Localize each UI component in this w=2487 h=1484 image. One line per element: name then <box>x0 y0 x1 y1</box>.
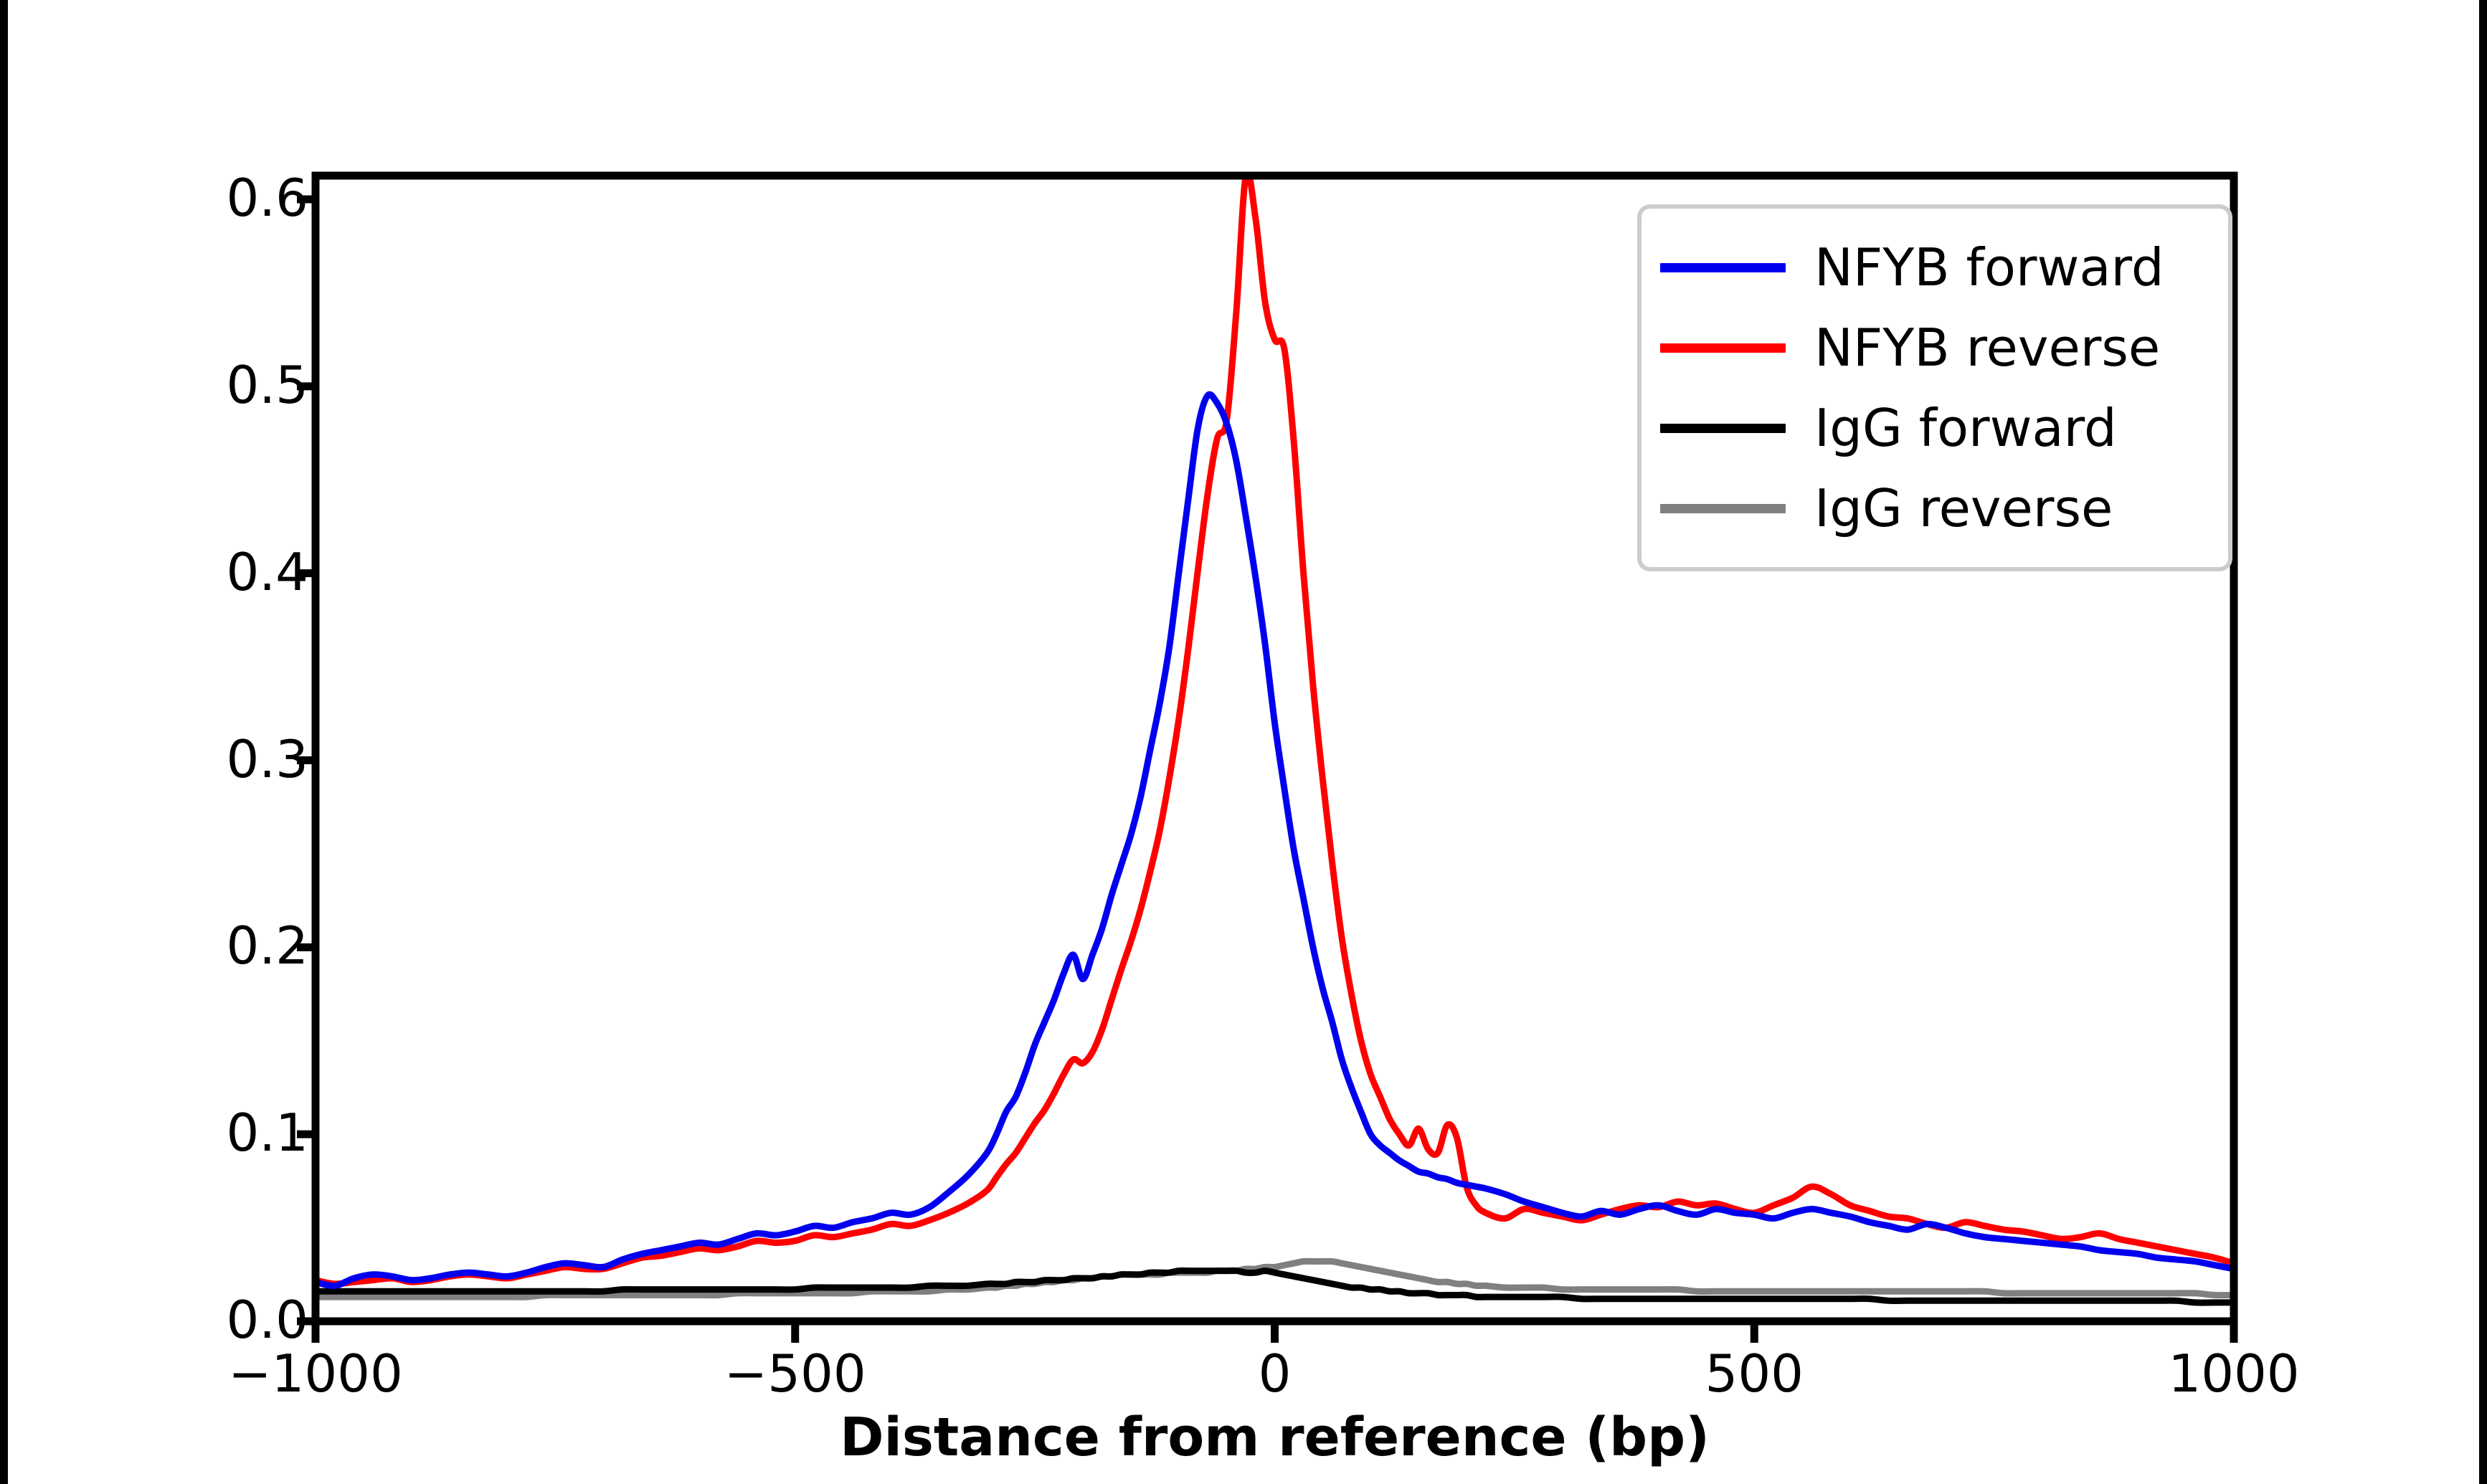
x-tick-label-0: −1000 <box>228 1343 403 1404</box>
x-tick-label-4: 1000 <box>2168 1343 2300 1404</box>
plot-frame <box>311 171 2238 1326</box>
y-tick-label-4: 0.4 <box>226 541 308 602</box>
legend-item-3[interactable]: IgG reverse <box>1660 468 2204 548</box>
curve-nfyb-reverse <box>316 173 2234 1288</box>
legend-swatch-1 <box>1660 343 1786 353</box>
legend-swatch-0 <box>1660 262 1786 272</box>
y-tick-label-1: 0.1 <box>226 1103 308 1164</box>
x-tick-label-2: 0 <box>1258 1343 1292 1404</box>
legend-label-1: NFYB reverse <box>1814 318 2161 378</box>
legend-label-2: IgG forward <box>1814 398 2117 458</box>
x-axis-title: Distance from reference (bp) <box>840 1407 1710 1468</box>
curve-igg-reverse <box>316 1257 2234 1300</box>
legend-item-2[interactable]: IgG forward <box>1660 388 2204 468</box>
legend-swatch-2 <box>1660 423 1786 433</box>
right-edge-band <box>2479 0 2487 1484</box>
y-tick-label-6: 0.6 <box>226 168 308 228</box>
legend-swatch-3 <box>1660 503 1786 513</box>
legend-item-1[interactable]: NFYB reverse <box>1660 308 2204 388</box>
data-curves <box>316 173 2234 1306</box>
curve-igg-forward <box>316 1267 2234 1306</box>
chart-legend[interactable]: NFYB forward NFYB reverse IgG forward IgG r… <box>1637 204 2232 571</box>
left-edge-band <box>0 0 8 1484</box>
y-tick-label-2: 0.2 <box>226 915 308 976</box>
x-tick-label-3: 500 <box>1705 1343 1804 1404</box>
x-tick-label-1: −500 <box>724 1343 866 1404</box>
curve-nfyb-forward <box>316 391 2234 1290</box>
y-tick-label-0: 0.0 <box>226 1290 308 1350</box>
legend-item-0[interactable]: NFYB forward <box>1660 227 2204 308</box>
y-tick-label-3: 0.3 <box>226 728 308 789</box>
legend-label-0: NFYB forward <box>1814 237 2164 298</box>
y-tick-label-5: 0.5 <box>226 354 308 415</box>
legend-label-3: IgG reverse <box>1814 478 2113 538</box>
